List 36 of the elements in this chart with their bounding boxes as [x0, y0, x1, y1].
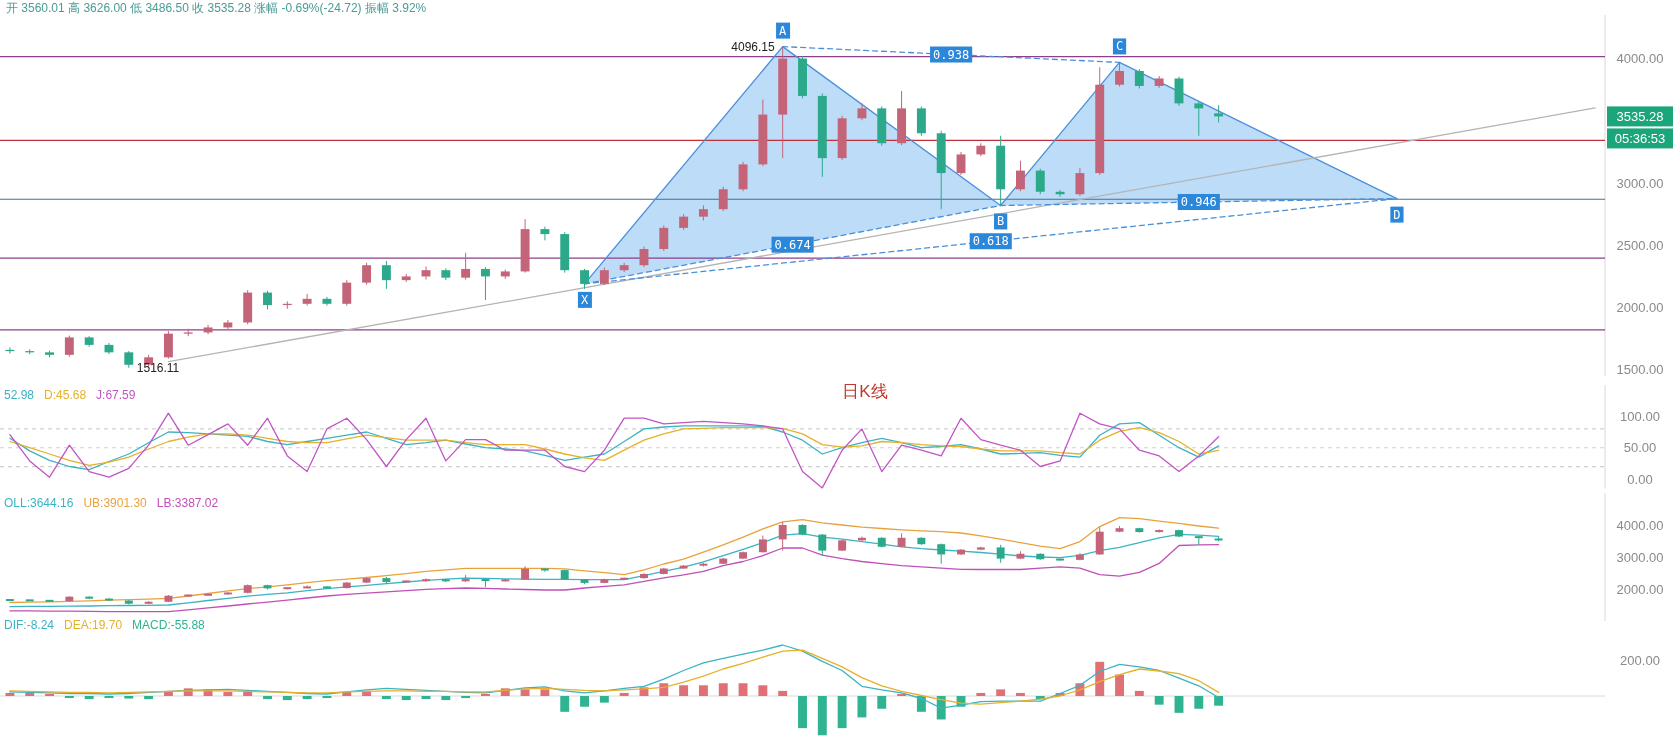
y-tick-label: 50.00 — [1623, 440, 1657, 456]
text: 日K线 — [842, 382, 888, 401]
text: 3535.28 — [1616, 109, 1664, 125]
annotation: D — [1393, 207, 1401, 222]
y-tick-label: 4000.00 — [1616, 51, 1664, 67]
y-tick-label: 4000.00 — [1616, 517, 1664, 533]
text: 05:36:53 — [1614, 131, 1666, 147]
annotation: 0.946 — [1180, 195, 1217, 210]
annotation: 0.618 — [972, 234, 1009, 249]
annotation: C — [1115, 39, 1124, 54]
y-tick-label: 1500.00 — [1616, 362, 1664, 378]
y-tick-label: 2000.00 — [1616, 300, 1664, 316]
y-tick-label: 3000.00 — [1616, 549, 1664, 565]
y-tick-label: 0.00 — [1627, 471, 1653, 487]
annotation: 1516.11 — [136, 360, 180, 375]
annotation: 4096.15 — [731, 39, 775, 54]
annotation: B — [997, 214, 1005, 229]
text: J:67.59 — [96, 388, 136, 402]
text: DIF:-8.24 — [4, 618, 55, 632]
annotation: A — [779, 23, 788, 38]
text: 52.98 — [4, 388, 35, 402]
chart-subtitle: 开 3560.01 高 3626.00 低 3486.50 收 3535.28 涨幅 -0.69%(-24.72) 振幅 3.92% — [6, 1, 427, 15]
text: LB:3387.02 — [156, 496, 219, 510]
text: DEA:19.70 — [64, 618, 123, 632]
text: UB:3901.30 — [83, 496, 148, 510]
text: D:45.68 — [44, 388, 87, 402]
text: OLL:3644.16 — [4, 496, 74, 510]
annotation: 0.938 — [933, 47, 970, 62]
annotation: 0.674 — [774, 237, 811, 252]
text: 200.00 — [1620, 653, 1660, 668]
y-tick-label: 2000.00 — [1616, 581, 1664, 597]
y-tick-label: 3000.00 — [1616, 175, 1664, 191]
y-tick-label: 2500.00 — [1616, 237, 1664, 253]
y-tick-label: 100.00 — [1620, 408, 1660, 424]
annotation: X — [580, 292, 589, 307]
text: MACD:-55.88 — [132, 618, 206, 632]
